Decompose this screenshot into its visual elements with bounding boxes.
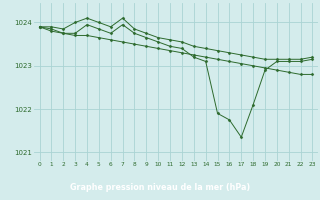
Text: Graphe pression niveau de la mer (hPa): Graphe pression niveau de la mer (hPa) [70, 182, 250, 192]
